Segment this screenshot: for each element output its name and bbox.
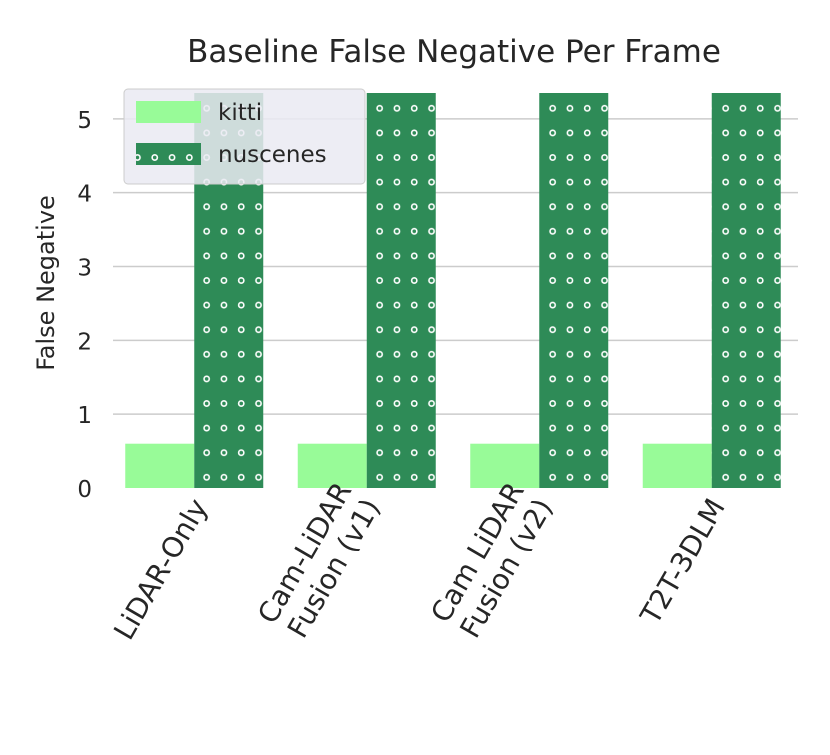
bar-nuscenes-4 bbox=[711, 93, 781, 488]
bar-kitti-1 bbox=[125, 443, 195, 488]
y-tick-label-2: 2 bbox=[77, 329, 92, 355]
chart-title: Baseline False Negative Per Frame bbox=[187, 34, 721, 70]
legend-swatch-kitti bbox=[136, 101, 201, 123]
bar-nuscenes-3 bbox=[539, 93, 609, 488]
y-tick-label-0: 0 bbox=[77, 477, 92, 503]
y-tick-label-3: 3 bbox=[77, 256, 92, 282]
bar-nuscenes-2 bbox=[366, 93, 436, 488]
y-tick-label-1: 1 bbox=[77, 403, 92, 429]
bar-kitti-4 bbox=[642, 443, 712, 488]
legend-label-nuscenes: nuscenes bbox=[218, 142, 327, 168]
legend: kitti nuscenes bbox=[123, 88, 366, 185]
bar-kitti-3 bbox=[470, 443, 540, 488]
y-axis-label: False Negative bbox=[32, 195, 60, 371]
bar-kitti-2 bbox=[297, 443, 367, 488]
y-tick-label-5: 5 bbox=[77, 108, 92, 134]
legend-swatch-nuscenes bbox=[136, 143, 201, 165]
y-tick-label-4: 4 bbox=[77, 182, 92, 208]
legend-label-kitti: kitti bbox=[218, 100, 262, 126]
